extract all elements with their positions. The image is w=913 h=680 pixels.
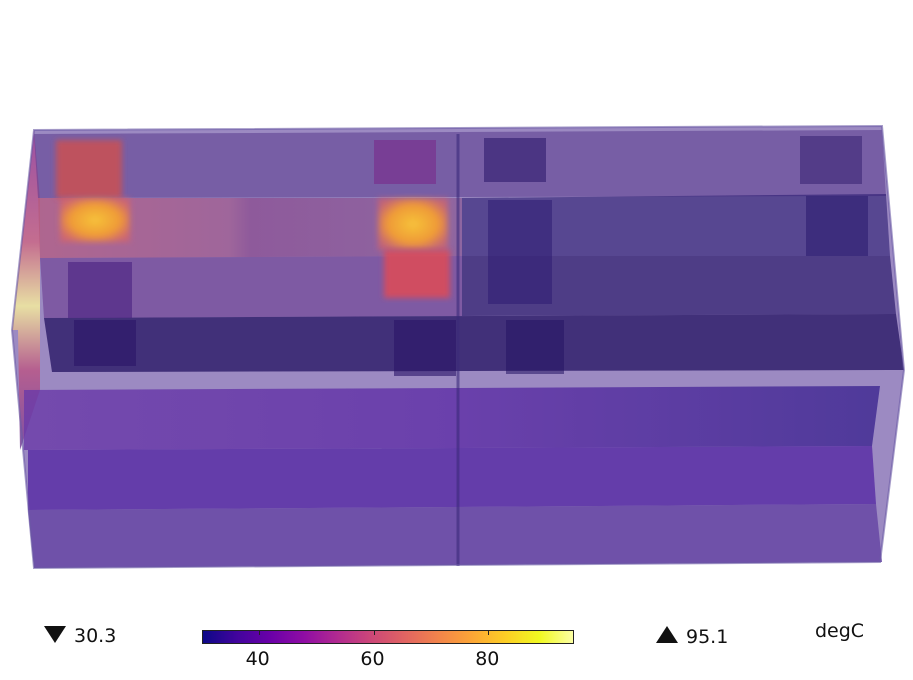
thermal-3d-viewport[interactable]: [0, 0, 913, 600]
colorbar: [202, 630, 574, 644]
band-2-right: [462, 256, 896, 316]
min-value-label: 30.3: [74, 625, 117, 647]
colorbar-tick-label: 40: [245, 648, 270, 670]
min-value-icon: [44, 626, 66, 643]
enclosure-left-face: [12, 130, 40, 450]
colorbar-tick-label: 80: [475, 648, 500, 670]
hot-band-left: [38, 198, 462, 258]
colorbar-tick: [258, 631, 260, 635]
max-value-label: 95.1: [686, 626, 729, 648]
hot-component-right-lower: [384, 250, 450, 298]
bottom-band: [28, 446, 876, 510]
top-band: [34, 130, 886, 198]
component-block: [806, 196, 868, 256]
band-3: [44, 314, 904, 372]
colorbar-tick: [488, 631, 490, 635]
component-block: [68, 262, 132, 318]
component-block: [74, 320, 136, 366]
component-block: [484, 138, 546, 182]
component-block: [800, 136, 862, 184]
component-block: [506, 320, 564, 374]
colorbar-tick: [373, 631, 375, 635]
cool-band-right: [462, 194, 890, 256]
unit-label: degC: [815, 620, 865, 642]
hot-component-left-top: [56, 140, 122, 198]
colorbar-tick-label: 60: [360, 648, 385, 670]
band-2-left: [40, 256, 462, 318]
component-block: [488, 200, 552, 304]
max-value-icon: [656, 626, 678, 643]
hot-component-right: [378, 198, 448, 250]
base-band: [28, 504, 882, 568]
lower-band: [24, 386, 880, 450]
enclosure-outline: [10, 124, 906, 570]
component-block: [394, 320, 456, 376]
hot-component-left: [60, 198, 130, 242]
component-block: [374, 140, 436, 184]
